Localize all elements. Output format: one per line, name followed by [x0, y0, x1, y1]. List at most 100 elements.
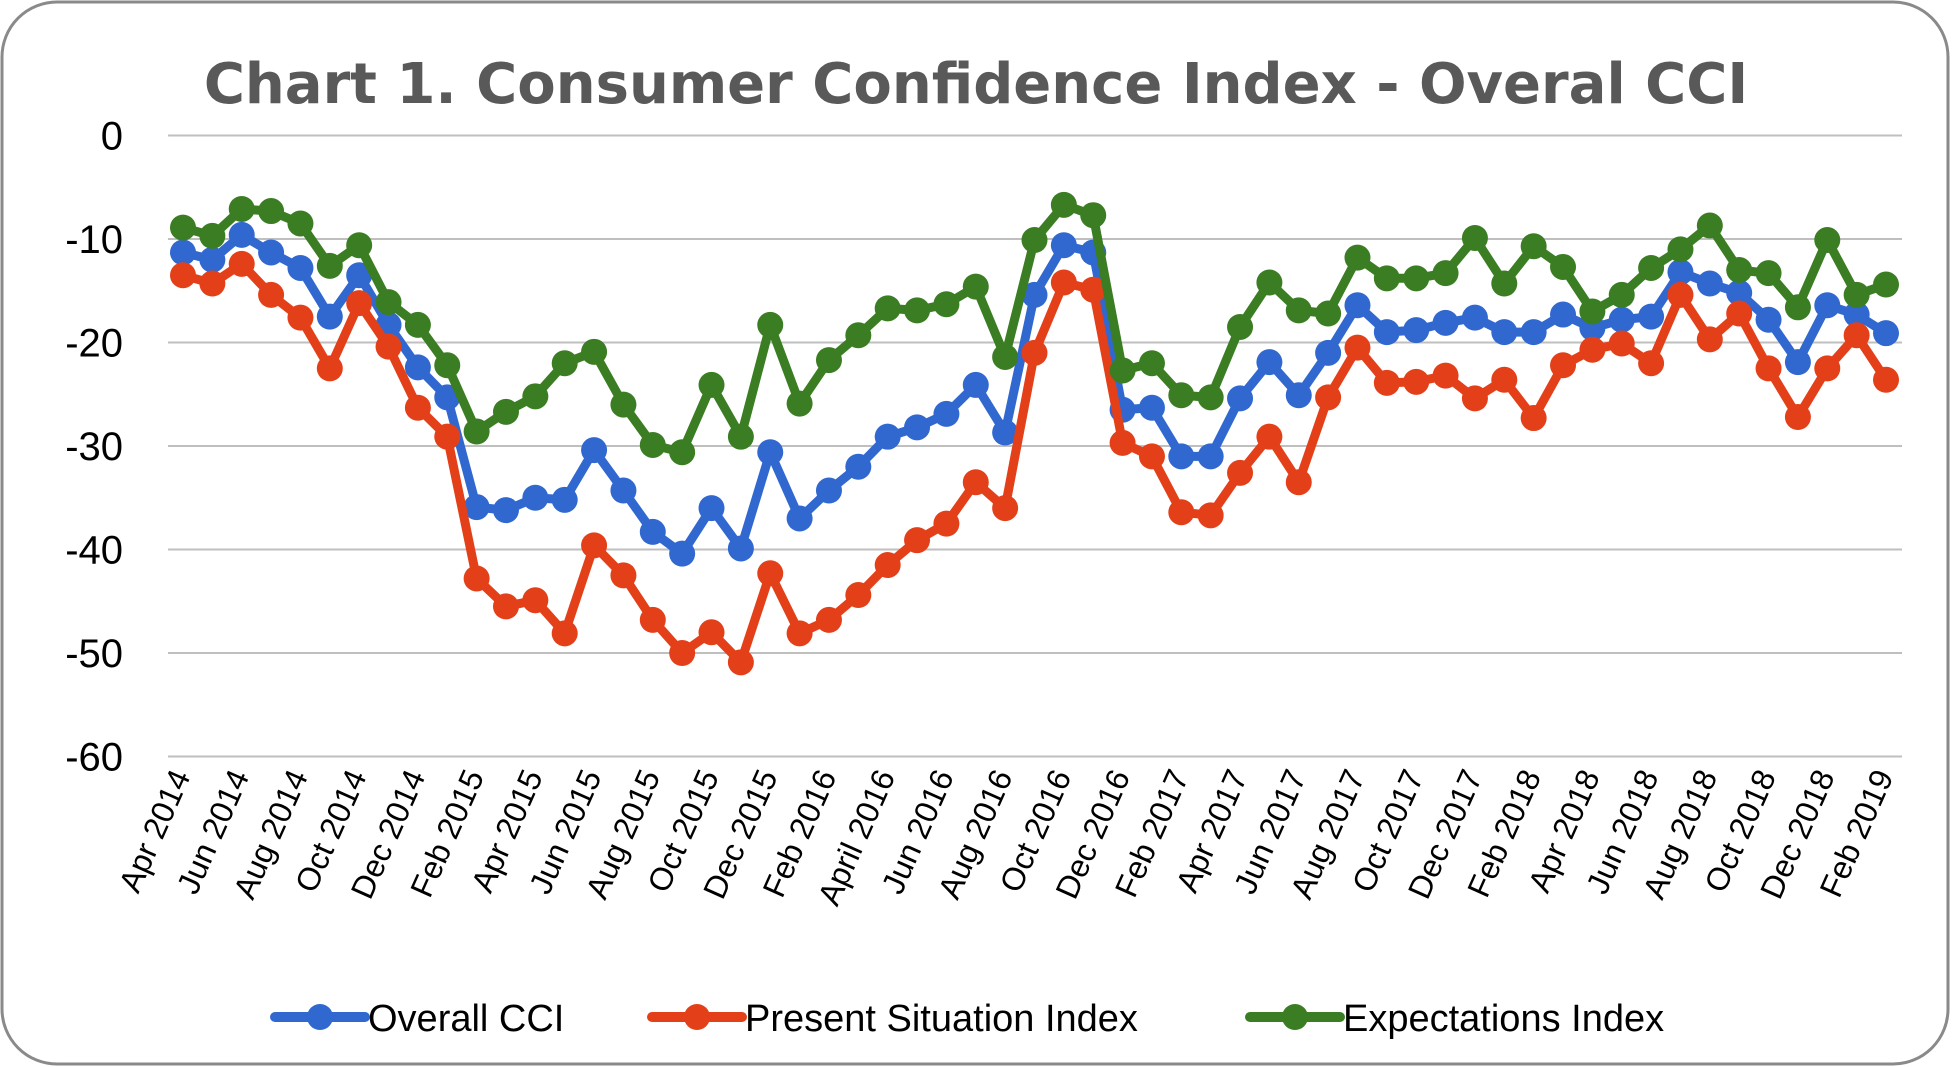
data-point[interactable]: [1050, 232, 1077, 259]
data-point[interactable]: [727, 423, 754, 450]
data-point[interactable]: [551, 620, 578, 647]
data-point[interactable]: [228, 221, 255, 248]
legend-item[interactable]: Expectations Index: [1245, 998, 1664, 1040]
data-point[interactable]: [1432, 309, 1459, 336]
data-point[interactable]: [698, 371, 725, 398]
data-point[interactable]: [1227, 459, 1254, 486]
data-point[interactable]: [874, 295, 901, 322]
data-point[interactable]: [1726, 257, 1753, 284]
data-point[interactable]: [287, 304, 314, 331]
data-point[interactable]: [1138, 443, 1165, 470]
data-point[interactable]: [1608, 281, 1635, 308]
data-point[interactable]: [1608, 306, 1635, 333]
data-point[interactable]: [1109, 429, 1136, 456]
data-point[interactable]: [1550, 253, 1577, 280]
data-point[interactable]: [639, 606, 666, 633]
data-point[interactable]: [757, 560, 784, 587]
data-point[interactable]: [1373, 369, 1400, 396]
data-point[interactable]: [1256, 349, 1283, 376]
data-point[interactable]: [551, 486, 578, 513]
data-point[interactable]: [1256, 423, 1283, 450]
data-point[interactable]: [1843, 322, 1870, 349]
data-point[interactable]: [1755, 355, 1782, 382]
data-point[interactable]: [962, 273, 989, 300]
data-point[interactable]: [1520, 405, 1547, 432]
data-point[interactable]: [287, 254, 314, 281]
data-point[interactable]: [1344, 292, 1371, 319]
data-point[interactable]: [1080, 202, 1107, 229]
data-point[interactable]: [757, 439, 784, 466]
data-point[interactable]: [786, 390, 813, 417]
data-point[interactable]: [1873, 366, 1899, 393]
legend-item[interactable]: Overall CCI: [270, 998, 564, 1040]
data-point[interactable]: [1814, 355, 1841, 382]
data-point[interactable]: [199, 246, 226, 273]
data-point[interactable]: [1726, 279, 1753, 306]
data-point[interactable]: [1550, 352, 1577, 379]
data-point[interactable]: [815, 347, 842, 374]
data-point[interactable]: [316, 355, 343, 382]
data-point[interactable]: [1667, 281, 1694, 308]
data-point[interactable]: [962, 469, 989, 496]
data-point[interactable]: [581, 532, 608, 559]
data-point[interactable]: [1491, 319, 1518, 346]
data-point[interactable]: [727, 535, 754, 562]
data-point[interactable]: [1696, 270, 1723, 297]
data-point[interactable]: [581, 437, 608, 464]
data-point[interactable]: [492, 593, 519, 620]
data-point[interactable]: [1373, 265, 1400, 292]
data-point[interactable]: [669, 540, 696, 567]
data-point[interactable]: [698, 619, 725, 646]
data-point[interactable]: [316, 303, 343, 330]
data-point[interactable]: [551, 350, 578, 377]
data-point[interactable]: [522, 383, 549, 410]
data-point[interactable]: [1138, 394, 1165, 421]
data-point[interactable]: [1021, 339, 1048, 366]
data-point[interactable]: [904, 414, 931, 441]
data-point[interactable]: [1667, 259, 1694, 286]
data-point[interactable]: [992, 495, 1019, 522]
data-point[interactable]: [786, 505, 813, 532]
data-point[interactable]: [1843, 281, 1870, 308]
data-point[interactable]: [1403, 317, 1430, 344]
data-point[interactable]: [1021, 227, 1048, 254]
data-point[interactable]: [1461, 224, 1488, 251]
data-point[interactable]: [933, 510, 960, 537]
data-point[interactable]: [1638, 350, 1665, 377]
data-point[interactable]: [228, 195, 255, 222]
data-point[interactable]: [404, 311, 431, 338]
data-point[interactable]: [933, 400, 960, 427]
data-point[interactable]: [199, 270, 226, 297]
data-point[interactable]: [1315, 300, 1342, 327]
data-point[interactable]: [669, 439, 696, 466]
data-point[interactable]: [669, 640, 696, 666]
data-point[interactable]: [1579, 298, 1606, 325]
data-point[interactable]: [1050, 269, 1077, 296]
data-point[interactable]: [786, 620, 813, 647]
data-point[interactable]: [1491, 366, 1518, 393]
data-point[interactable]: [463, 494, 490, 521]
data-point[interactable]: [346, 290, 373, 317]
data-point[interactable]: [1285, 469, 1312, 496]
data-point[interactable]: [1755, 306, 1782, 333]
data-point[interactable]: [199, 222, 226, 249]
data-point[interactable]: [874, 552, 901, 579]
data-point[interactable]: [375, 289, 402, 316]
data-point[interactable]: [815, 477, 842, 504]
data-point[interactable]: [610, 477, 637, 504]
data-point[interactable]: [904, 527, 931, 554]
data-point[interactable]: [1197, 502, 1224, 529]
data-point[interactable]: [1696, 326, 1723, 353]
data-point[interactable]: [962, 371, 989, 398]
data-point[interactable]: [1755, 260, 1782, 287]
data-point[interactable]: [258, 198, 285, 225]
data-point[interactable]: [1873, 320, 1899, 347]
data-point[interactable]: [1138, 350, 1165, 377]
data-point[interactable]: [1227, 385, 1254, 412]
data-point[interactable]: [1784, 404, 1811, 431]
data-point[interactable]: [404, 354, 431, 381]
data-point[interactable]: [434, 423, 461, 450]
data-point[interactable]: [1344, 334, 1371, 361]
data-point[interactable]: [1579, 336, 1606, 363]
data-point[interactable]: [1344, 244, 1371, 271]
